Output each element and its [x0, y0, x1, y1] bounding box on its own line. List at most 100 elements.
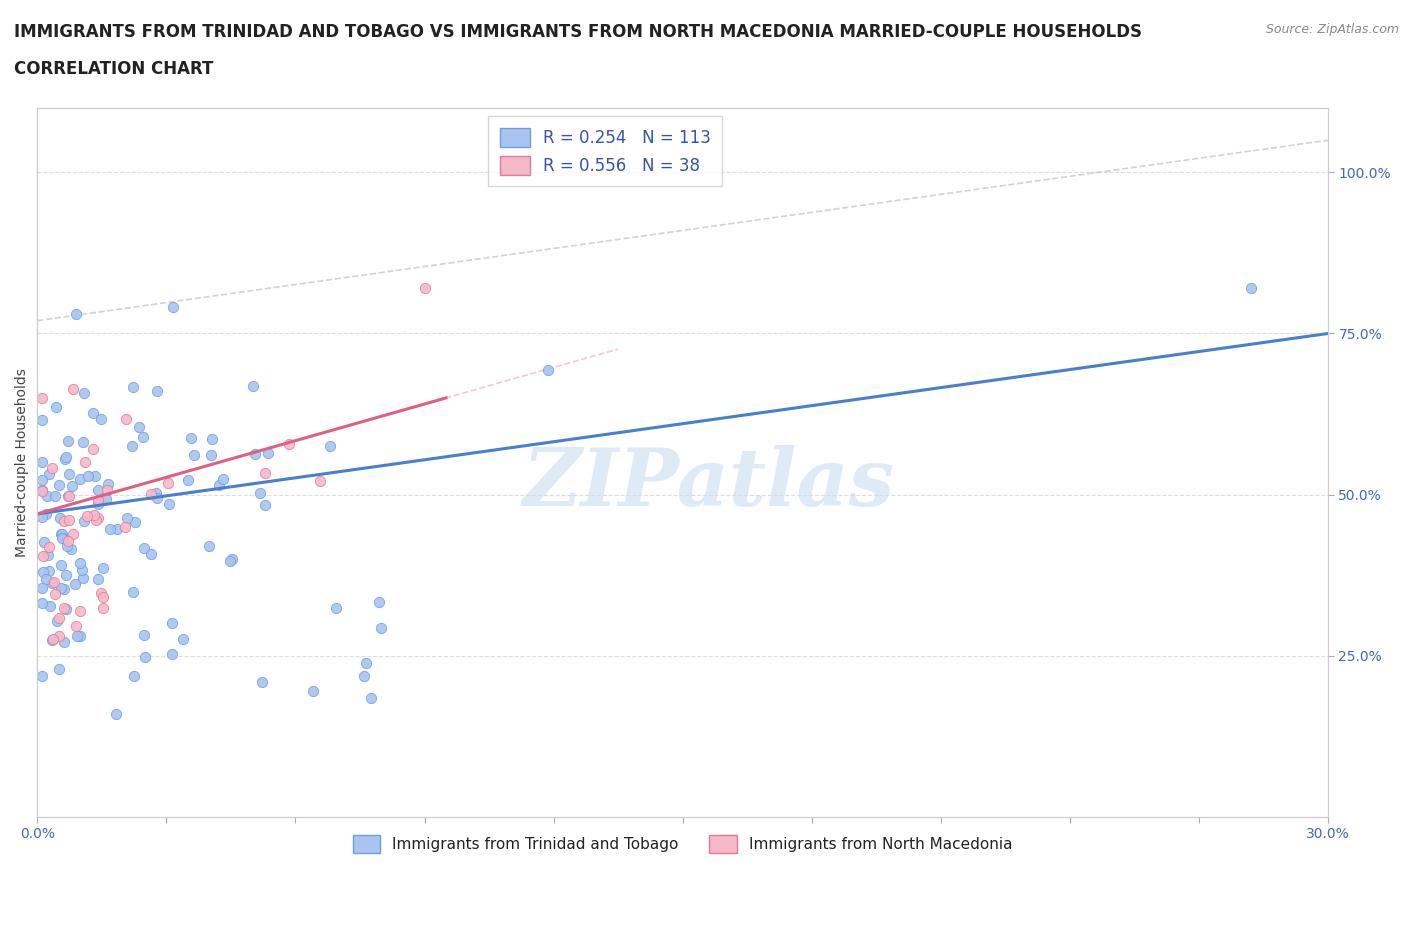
Point [56, 489, 79, 504]
Point [31, 454, 53, 469]
Point [250, 674, 273, 689]
Point [31, 483, 53, 498]
Point [60, 479, 83, 494]
Point [132, 540, 155, 555]
Point [49, 558, 72, 573]
Point [38, 539, 60, 554]
Point [48, 611, 70, 626]
Point [31, 565, 53, 579]
Point [66, 629, 89, 644]
Point [65, 619, 87, 634]
Point [49, 526, 72, 541]
Point [41, 632, 63, 647]
Point [115, 411, 138, 426]
Point [56, 533, 79, 548]
Point [31, 510, 53, 525]
Point [32, 549, 55, 564]
Point [34, 534, 56, 549]
Point [82, 405, 104, 420]
Text: IMMIGRANTS FROM TRINIDAD AND TOBAGO VS IMMIGRANTS FROM NORTH MACEDONIA MARRIED-C: IMMIGRANTS FROM TRINIDAD AND TOBAGO VS I… [14, 23, 1142, 41]
Point [368, 594, 391, 609]
Point [122, 585, 145, 600]
Point [48, 661, 70, 676]
Point [69, 629, 91, 644]
Point [63, 577, 86, 591]
Point [44, 587, 66, 602]
Point [219, 554, 242, 569]
Y-axis label: Married-couple Households: Married-couple Households [15, 368, 30, 557]
Point [91, 601, 114, 616]
Point [183, 447, 205, 462]
Text: Source: ZipAtlas.com: Source: ZipAtlas.com [1265, 23, 1399, 36]
Point [49, 581, 72, 596]
Point [45, 614, 67, 629]
Text: ZIPatlas: ZIPatlas [523, 445, 894, 523]
Point [128, 420, 150, 435]
Point [48, 477, 70, 492]
Point [90, 411, 112, 426]
Point [114, 520, 136, 535]
Point [212, 472, 235, 486]
Point [37, 548, 59, 563]
Legend: Immigrants from Trinidad and Tobago, Immigrants from North Macedonia: Immigrants from Trinidad and Tobago, Imm… [347, 829, 1019, 858]
Point [146, 491, 169, 506]
Point [76, 509, 98, 524]
Point [160, 646, 183, 661]
Point [49, 511, 72, 525]
Point [56, 538, 79, 553]
Point [55, 449, 77, 464]
Point [41, 631, 63, 646]
Point [162, 299, 184, 314]
Point [97, 476, 120, 491]
Point [139, 486, 162, 501]
Point [62, 527, 84, 542]
Point [58, 512, 80, 527]
Point [41, 460, 63, 475]
Point [90, 586, 112, 601]
Point [56, 433, 79, 448]
Point [55, 602, 77, 617]
Point [51, 531, 73, 546]
Point [243, 447, 266, 462]
Point [93, 590, 115, 604]
Point [177, 472, 200, 487]
Point [360, 690, 382, 705]
Point [31, 472, 53, 487]
Point [354, 655, 377, 670]
Point [69, 603, 91, 618]
Point [39, 599, 62, 614]
Point [44, 575, 66, 590]
Point [52, 634, 75, 649]
Point [82, 442, 104, 457]
Point [180, 431, 202, 445]
Point [208, 477, 231, 492]
Point [69, 555, 91, 570]
Point [62, 382, 84, 397]
Point [91, 560, 114, 575]
Point [31, 596, 53, 611]
Point [134, 650, 156, 665]
Point [96, 491, 118, 506]
Point [87, 493, 110, 508]
Point [48, 629, 70, 644]
Point [86, 512, 108, 526]
Point [58, 466, 80, 481]
Point [254, 498, 277, 512]
Point [65, 307, 87, 322]
Point [31, 669, 53, 684]
Point [157, 497, 180, 512]
Point [115, 511, 138, 525]
Point [72, 434, 94, 449]
Point [73, 455, 96, 470]
Point [83, 508, 105, 523]
Point [302, 684, 325, 698]
Point [44, 488, 66, 503]
Point [105, 521, 128, 536]
Point [53, 581, 76, 596]
Point [31, 484, 53, 498]
Point [353, 669, 375, 684]
Point [87, 572, 110, 587]
Point [69, 472, 91, 486]
Point [157, 475, 180, 490]
Point [198, 538, 221, 553]
